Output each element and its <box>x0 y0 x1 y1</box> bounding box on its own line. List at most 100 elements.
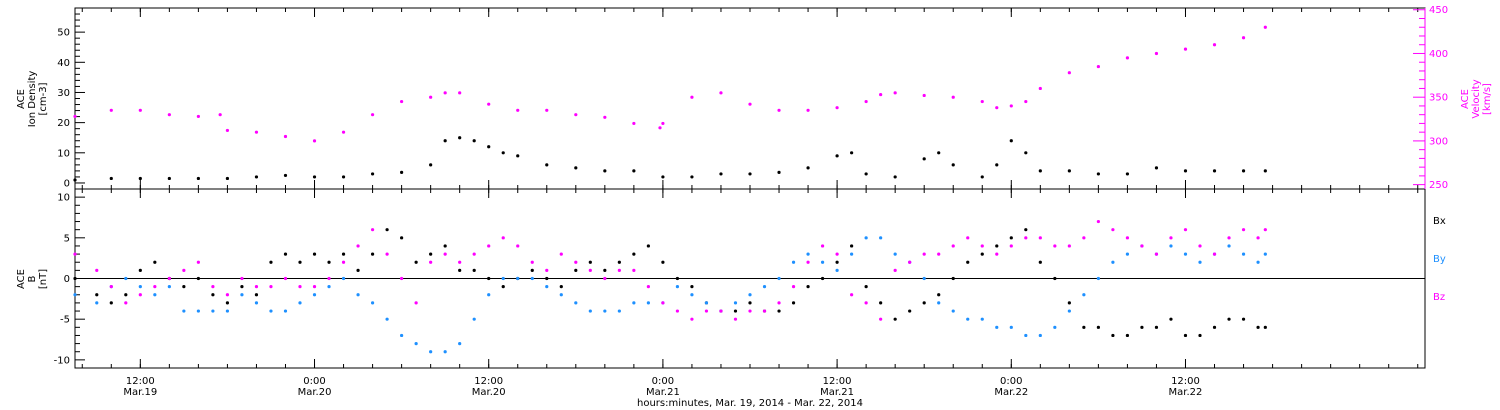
bz-point <box>1067 244 1071 248</box>
bz-point <box>196 260 200 264</box>
ion-density-point <box>777 170 781 175</box>
by-point <box>1227 244 1231 248</box>
bz-point <box>791 285 796 289</box>
bfield-label-line3: [nT] <box>38 269 49 289</box>
bx-point <box>908 309 912 313</box>
bx-point <box>182 285 186 289</box>
by-point <box>414 341 418 346</box>
ion-density-point <box>574 166 578 170</box>
bx-point <box>254 293 259 297</box>
by-point <box>530 276 534 281</box>
density-tick-label: 40 <box>57 58 70 69</box>
bx-point <box>312 252 317 256</box>
bfield-label-line1: ACE <box>16 269 27 289</box>
bz-point <box>73 252 77 256</box>
x-tick-date: Mar.21 <box>820 387 854 398</box>
velocity-point <box>167 113 171 117</box>
bx-point <box>588 260 592 264</box>
velocity-point <box>341 130 346 134</box>
density-tick-label: 30 <box>57 88 70 99</box>
velocity-tick-label: 350 <box>1429 93 1448 104</box>
bz-point <box>356 244 360 248</box>
velocity-point <box>922 93 926 98</box>
by-point <box>1096 276 1100 281</box>
bfield-tick-label: 5 <box>64 233 70 244</box>
bz-point <box>1241 228 1246 232</box>
by-point <box>545 285 549 289</box>
bx-point <box>269 260 273 264</box>
x-minor-ticks <box>81 8 1419 368</box>
ion-density-point <box>341 175 346 179</box>
bx-point <box>153 260 157 264</box>
x-tick-date: Mar.20 <box>472 387 506 398</box>
bx-point <box>1212 325 1217 329</box>
by-point <box>864 236 868 240</box>
by-point <box>1169 244 1173 248</box>
velocity-tick-label: 250 <box>1429 180 1448 191</box>
velocity-point <box>545 108 549 112</box>
bx-point <box>1082 325 1086 329</box>
bz-point <box>762 309 767 313</box>
velocity-label-line1: ACE <box>1460 89 1471 109</box>
bx-point <box>530 268 534 272</box>
velocity-point <box>806 108 810 112</box>
bz-point <box>1140 244 1144 248</box>
velocity-point <box>225 128 230 133</box>
ion-density-point <box>1183 169 1188 173</box>
bz-point <box>690 317 694 321</box>
by-point <box>675 285 680 289</box>
bx-point <box>951 276 955 281</box>
bz-point <box>661 301 665 305</box>
velocity-point <box>1096 64 1100 69</box>
bx-point <box>791 301 796 305</box>
bz-point <box>472 252 476 256</box>
by-point <box>370 301 375 305</box>
ion-density-point <box>283 173 288 178</box>
by-point <box>646 301 650 305</box>
bz-point <box>487 244 491 248</box>
bx-point <box>995 244 999 248</box>
bz-point <box>574 260 578 264</box>
bx-point <box>966 260 970 264</box>
bx-point <box>733 309 738 313</box>
by-point <box>283 309 288 313</box>
by-point <box>893 252 897 256</box>
by-point <box>124 276 128 281</box>
by-point <box>937 301 941 305</box>
bz-point <box>341 260 346 264</box>
bfield-label-line2: B <box>27 275 38 282</box>
velocity-point <box>603 115 607 119</box>
by-point <box>1256 260 1260 264</box>
bx-point <box>777 309 781 313</box>
bz-point <box>603 276 607 281</box>
velocity-point <box>1263 25 1267 29</box>
bx-point <box>893 317 897 321</box>
bx-point <box>1009 236 1013 240</box>
by-point <box>951 309 955 313</box>
bx-point <box>864 285 868 289</box>
by-point <box>995 325 999 329</box>
ion-density-point <box>937 151 941 155</box>
x-axis-title: hours:minutes, Mar. 19, 2014 - Mar. 22, … <box>637 398 863 409</box>
by-point <box>1125 252 1130 256</box>
by-point <box>762 285 767 289</box>
by-point <box>472 317 476 321</box>
ion-density-point <box>1263 169 1267 173</box>
bx-point <box>835 260 839 264</box>
by-point <box>73 293 77 297</box>
bfield-tick-label: 10 <box>57 193 70 204</box>
x-tick-time: 0:00 <box>1000 376 1022 387</box>
by-point <box>559 293 563 297</box>
bx-point <box>1154 325 1159 329</box>
bz-point <box>167 276 171 281</box>
density-tick-label: 10 <box>57 148 70 159</box>
bz-point <box>588 268 592 272</box>
velocity-point <box>109 108 113 112</box>
ion-density-point <box>850 151 854 155</box>
velocity-point <box>748 102 752 106</box>
velocity-point <box>1067 71 1071 75</box>
ion-density-point <box>516 154 520 158</box>
bx-point <box>690 285 694 289</box>
bx-point <box>298 260 302 264</box>
